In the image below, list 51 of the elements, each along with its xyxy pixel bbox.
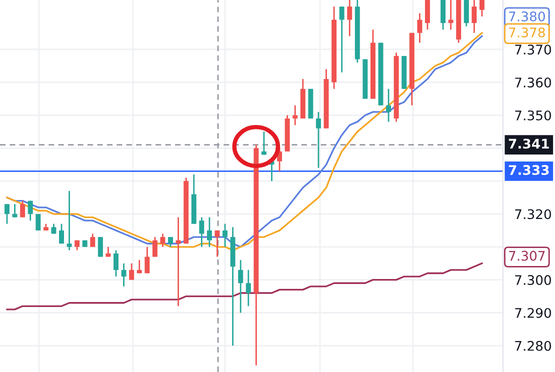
- candlestick: [28, 200, 33, 222]
- candlestick: [98, 236, 103, 258]
- candlestick: [339, 6, 344, 74]
- y-tick-label: 7.290: [515, 308, 552, 318]
- candlestick: [472, 0, 477, 34]
- candlestick: [448, 0, 454, 30]
- candlestick: [292, 104, 298, 126]
- candlestick: [90, 233, 96, 248]
- candlestick: [20, 200, 26, 218]
- candlestick: [261, 130, 266, 156]
- y-tick-label: 7.360: [515, 78, 552, 88]
- candlestick: [246, 269, 251, 307]
- candlestick: [136, 259, 142, 274]
- candlestick: [386, 88, 392, 122]
- candlestick: [4, 203, 10, 225]
- candlestick: [12, 203, 18, 218]
- text: 7.307: [509, 250, 545, 261]
- candlestick: [106, 246, 111, 258]
- candlestick: [206, 216, 212, 248]
- candlestick: [176, 216, 181, 307]
- candlestick: [347, 0, 352, 37]
- candlestick: [316, 111, 321, 169]
- candlestick: [168, 236, 174, 248]
- y-tick-label: 7.320: [515, 209, 552, 220]
- candlestick: [129, 262, 134, 281]
- candlestick: [222, 223, 228, 248]
- y-tick-label: 7.370: [515, 44, 552, 55]
- ref-line-label: 7.333: [508, 165, 549, 176]
- candlestick: [160, 233, 166, 248]
- ref-line-label: 7.341: [508, 138, 549, 149]
- text: 7.380: [509, 11, 545, 22]
- candlestick: [464, 0, 469, 28]
- candlestick: [424, 0, 430, 30]
- candlestick: [238, 259, 244, 314]
- y-tick-label: 7.300: [515, 275, 552, 286]
- candlestick: [144, 246, 150, 274]
- candlestick: [36, 213, 41, 232]
- candlestick: [152, 236, 158, 258]
- candlestick: [199, 216, 204, 248]
- candlestick: [440, 0, 446, 30]
- candlestick: [479, 0, 484, 18]
- line-series: [6, 262, 483, 310]
- text: 7.378: [509, 27, 545, 38]
- candlestick: [214, 230, 220, 258]
- candlestick: [59, 223, 64, 244]
- y-tick-label: 7.350: [515, 110, 552, 120]
- candlestick: [417, 12, 422, 44]
- y-tick-label: 7.280: [515, 340, 552, 351]
- candlestick: [121, 262, 126, 288]
- candlestick: [66, 190, 72, 251]
- candlestick: [114, 250, 119, 278]
